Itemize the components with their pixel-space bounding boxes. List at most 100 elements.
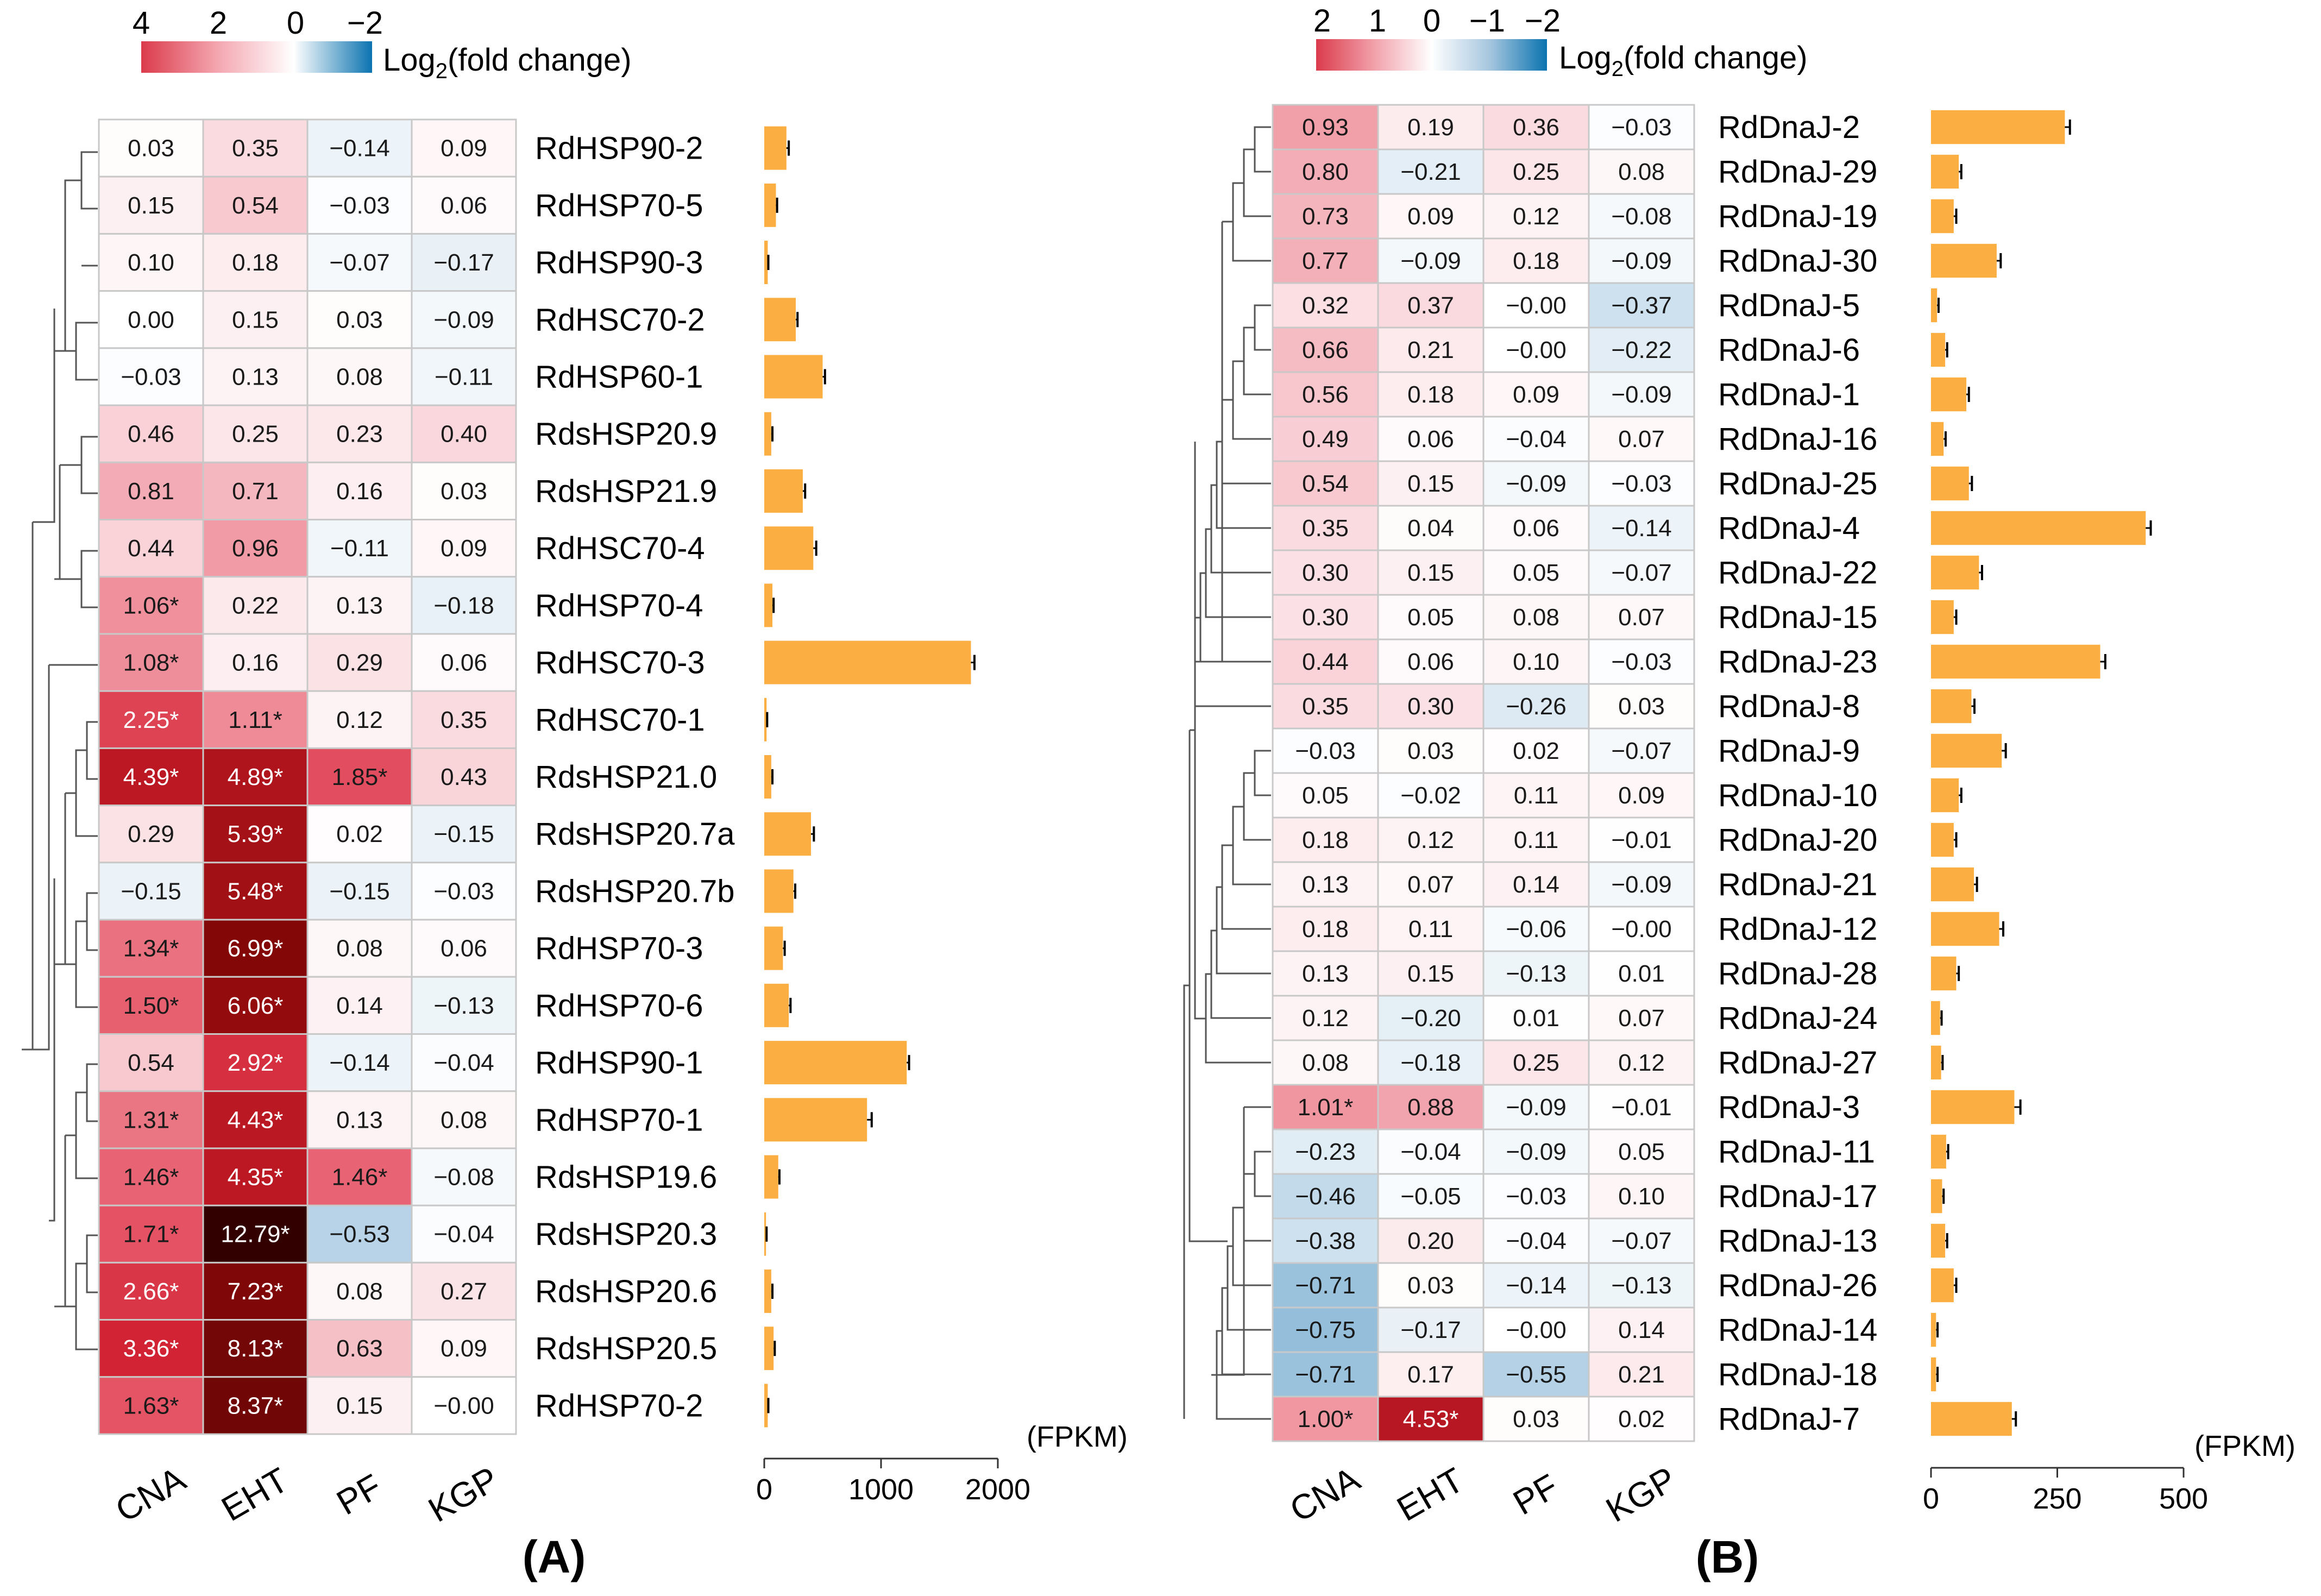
heatmap-cell — [306, 690, 413, 749]
heatmap-cell — [98, 347, 204, 406]
heatmap-cell — [1482, 1262, 1590, 1309]
fpkm-bar — [764, 640, 971, 684]
cell-value-label: 0.10 — [1513, 649, 1559, 675]
heatmap-cell — [1272, 1262, 1379, 1309]
cell-value-label: 0.96 — [232, 535, 279, 562]
column-header: KGP — [422, 1459, 505, 1530]
heatmap-cell — [1588, 549, 1695, 596]
cell-value-label: 0.03 — [1407, 1272, 1454, 1299]
heatmap-cell — [202, 233, 309, 292]
cell-value-label: −0.26 — [1506, 693, 1566, 720]
fpkm-bar — [764, 1269, 771, 1313]
gene-label: RdDnaJ-26 — [1718, 1268, 1877, 1303]
cell-value-label: 0.37 — [1407, 292, 1454, 319]
cell-value-label: −0.00 — [1506, 337, 1566, 363]
fpkm-bar — [1931, 154, 1959, 189]
fpkm-bar — [1931, 1357, 1936, 1392]
heatmap-cell — [1377, 371, 1485, 418]
heatmap-cell — [202, 862, 309, 921]
heatmap-cell — [306, 1261, 413, 1321]
fpkm-bar — [1931, 733, 2002, 768]
cell-value-label: −0.23 — [1295, 1139, 1355, 1165]
gene-label: RdsHSP21.9 — [535, 474, 717, 509]
gene-label: RdDnaJ-24 — [1718, 1001, 1877, 1036]
heatmap-cell — [1377, 460, 1485, 507]
cell-value-label: 0.13 — [336, 1107, 383, 1133]
heatmap-cell — [306, 919, 413, 978]
heatmap-cell — [1482, 460, 1590, 507]
heatmap-cell — [306, 404, 413, 463]
heatmap-cell — [1377, 1306, 1485, 1353]
fpkm-bar — [1931, 912, 1999, 946]
gene-label: RdDnaJ-15 — [1718, 600, 1877, 635]
cell-value-label: 0.54 — [1302, 470, 1349, 497]
gene-label: RdHSC70-1 — [535, 702, 705, 738]
cell-value-label: 0.14 — [1618, 1317, 1665, 1343]
cell-value-label: 1.00* — [1298, 1406, 1354, 1432]
heatmap-cell — [1272, 995, 1379, 1041]
legend-b-tick-0: 2 — [1313, 3, 1331, 39]
cell-value-label: 0.06 — [441, 650, 487, 676]
gene-label: RdDnaJ-7 — [1718, 1402, 1860, 1437]
legend-a: 4 2 0 −2 Log2(fold change) — [133, 5, 632, 83]
fpkm-bar — [1931, 600, 1954, 634]
heatmap-cell — [1482, 727, 1590, 774]
cell-value-label: 0.18 — [232, 249, 279, 276]
fpkm-bar — [1931, 243, 1997, 278]
fpkm-bar — [764, 469, 803, 513]
heatmap-cell — [1588, 772, 1695, 819]
fpkm-bars-b: 0 250 500 (FPKM) — [1923, 110, 2295, 1515]
cell-value-label: 0.08 — [441, 1107, 487, 1133]
gene-label: RdDnaJ-8 — [1718, 689, 1860, 724]
cell-value-label: −0.17 — [433, 249, 494, 276]
x-axis-unit: (FPKM) — [1027, 1421, 1128, 1453]
cell-value-label: 0.16 — [232, 650, 279, 676]
heatmap-cell — [98, 1319, 204, 1378]
cell-value-label: −0.07 — [1611, 1228, 1671, 1254]
heatmap-cell — [306, 862, 413, 921]
heatmap-cell — [1482, 371, 1590, 418]
fpkm-bar — [1931, 1223, 1946, 1258]
column-header: CNA — [1283, 1459, 1366, 1530]
gene-label: RdDnaJ-18 — [1718, 1357, 1877, 1392]
cell-value-label: 0.02 — [1618, 1406, 1665, 1432]
heatmap-cell — [1377, 549, 1485, 596]
column-header: CNA — [109, 1459, 192, 1530]
cell-value-label: 0.54 — [232, 192, 279, 219]
heatmap-cell — [411, 633, 517, 692]
heatmap-cell — [1272, 816, 1379, 863]
heatmap-cell — [411, 1147, 517, 1207]
heatmap-cell — [1272, 416, 1379, 462]
cell-value-label: 2.25* — [123, 707, 179, 733]
cell-value-label: 0.43 — [441, 764, 487, 790]
cell-value-label: 0.15 — [128, 192, 174, 219]
cell-value-label: −0.09 — [1611, 248, 1671, 274]
cell-value-label: 0.08 — [336, 363, 383, 390]
fpkm-bar — [1931, 1268, 1954, 1303]
fpkm-bar — [764, 1098, 867, 1142]
cell-value-label: 0.15 — [1407, 960, 1454, 987]
gene-label: RdDnaJ-21 — [1718, 867, 1877, 902]
cell-value-label: −0.03 — [1506, 1183, 1566, 1210]
cell-value-label: 0.44 — [128, 535, 174, 562]
heatmap-cell — [98, 1376, 204, 1435]
heatmap-cell — [1377, 282, 1485, 329]
cell-value-label: 0.09 — [441, 135, 487, 162]
gene-label: RdHSP70-2 — [535, 1388, 703, 1423]
cell-value-label: 0.05 — [1302, 782, 1349, 809]
cell-value-label: −0.08 — [433, 1164, 494, 1191]
cell-value-label: 0.03 — [441, 478, 487, 505]
heatmap-cell — [1482, 1396, 1590, 1442]
cell-value-label: −0.15 — [433, 821, 494, 847]
cell-value-label: 6.06* — [228, 992, 284, 1019]
cell-value-label: −0.03 — [1295, 738, 1355, 764]
x-tick-label: 250 — [2033, 1482, 2081, 1515]
heatmap-cell — [1482, 772, 1590, 819]
fpkm-bar — [1931, 778, 1959, 813]
fpkm-bar — [1931, 956, 1957, 991]
heatmap-cell — [1588, 1351, 1695, 1398]
legend-b-title: Log2(fold change) — [1559, 40, 1808, 81]
cell-value-label: −0.46 — [1295, 1183, 1355, 1210]
cell-value-label: 0.21 — [1618, 1361, 1665, 1388]
heatmap-cell — [1588, 1128, 1695, 1175]
